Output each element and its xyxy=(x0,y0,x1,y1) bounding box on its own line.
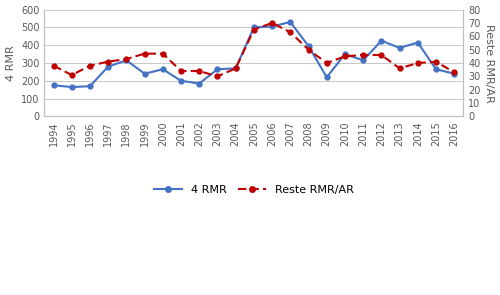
Reste RMR/AR xyxy=(288,30,294,34)
Reste RMR/AR xyxy=(324,61,330,65)
Reste RMR/AR xyxy=(378,53,384,57)
4 RMR xyxy=(269,25,275,28)
4 RMR xyxy=(306,44,312,48)
Line: Reste RMR/AR: Reste RMR/AR xyxy=(51,20,456,79)
4 RMR xyxy=(232,67,238,70)
Y-axis label: 4 RMR: 4 RMR xyxy=(6,45,16,81)
Reste RMR/AR xyxy=(160,52,166,55)
4 RMR xyxy=(360,59,366,62)
Reste RMR/AR xyxy=(269,21,275,25)
4 RMR xyxy=(69,85,75,89)
4 RMR xyxy=(378,39,384,42)
Reste RMR/AR xyxy=(178,69,184,73)
4 RMR xyxy=(251,26,257,29)
4 RMR xyxy=(396,46,402,50)
4 RMR xyxy=(160,68,166,71)
Reste RMR/AR xyxy=(360,53,366,57)
4 RMR xyxy=(142,72,148,76)
4 RMR xyxy=(178,79,184,83)
4 RMR xyxy=(324,76,330,79)
Line: 4 RMR: 4 RMR xyxy=(51,19,456,89)
Reste RMR/AR xyxy=(433,60,439,63)
Legend: 4 RMR, Reste RMR/AR: 4 RMR, Reste RMR/AR xyxy=(150,181,358,200)
4 RMR xyxy=(415,41,421,44)
Reste RMR/AR xyxy=(196,69,202,73)
Reste RMR/AR xyxy=(306,48,312,51)
Reste RMR/AR xyxy=(69,73,75,77)
Reste RMR/AR xyxy=(342,55,348,58)
4 RMR xyxy=(451,72,457,76)
4 RMR xyxy=(214,68,220,71)
4 RMR xyxy=(288,20,294,24)
Reste RMR/AR xyxy=(451,71,457,74)
Reste RMR/AR xyxy=(251,28,257,31)
Reste RMR/AR xyxy=(396,67,402,70)
Reste RMR/AR xyxy=(142,52,148,55)
4 RMR xyxy=(342,52,348,56)
4 RMR xyxy=(50,83,56,87)
4 RMR xyxy=(87,84,93,88)
4 RMR xyxy=(196,82,202,85)
Y-axis label: Reste RMR/AR: Reste RMR/AR xyxy=(484,24,494,102)
Reste RMR/AR xyxy=(105,60,111,63)
4 RMR xyxy=(105,65,111,68)
Reste RMR/AR xyxy=(124,57,130,61)
Reste RMR/AR xyxy=(214,75,220,78)
Reste RMR/AR xyxy=(87,64,93,68)
Reste RMR/AR xyxy=(232,67,238,70)
4 RMR xyxy=(124,59,130,62)
Reste RMR/AR xyxy=(50,64,56,68)
4 RMR xyxy=(433,68,439,71)
Reste RMR/AR xyxy=(415,61,421,65)
